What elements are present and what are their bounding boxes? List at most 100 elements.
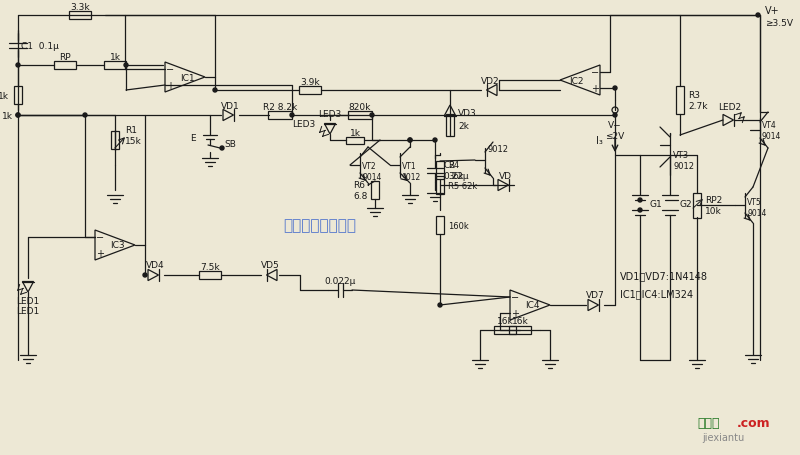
Circle shape <box>613 114 617 118</box>
Bar <box>268 112 292 120</box>
Text: +: + <box>591 84 599 94</box>
Circle shape <box>16 114 20 118</box>
Text: R1
15k: R1 15k <box>125 126 142 146</box>
Bar <box>436 217 444 234</box>
Text: VT2
9014: VT2 9014 <box>362 162 382 181</box>
Bar <box>436 162 444 180</box>
Text: IC1～IC4:LM324: IC1～IC4:LM324 <box>620 288 693 298</box>
Bar <box>14 87 22 105</box>
Text: VT5
9014: VT5 9014 <box>747 198 766 217</box>
Circle shape <box>220 147 224 151</box>
Bar <box>348 112 372 120</box>
Text: 9012: 9012 <box>487 144 508 153</box>
Text: VT3
9012: VT3 9012 <box>673 151 694 170</box>
Text: −: − <box>511 293 519 302</box>
Text: 1k: 1k <box>110 52 121 61</box>
Text: 1k: 1k <box>2 111 13 120</box>
Text: −: − <box>166 65 174 75</box>
Bar <box>494 326 516 334</box>
Text: 3.9k: 3.9k <box>300 77 320 86</box>
Text: RP2
10k: RP2 10k <box>705 196 722 215</box>
Text: VD5: VD5 <box>261 261 279 270</box>
Circle shape <box>438 303 442 307</box>
Text: −: − <box>96 233 104 243</box>
Text: VD1: VD1 <box>221 101 239 110</box>
Circle shape <box>613 87 617 91</box>
Bar <box>436 177 444 195</box>
Text: 16k: 16k <box>497 317 514 326</box>
Text: RP: RP <box>59 52 71 61</box>
Text: VT1
9012: VT1 9012 <box>402 162 422 181</box>
Text: R3
2.7k: R3 2.7k <box>688 91 707 111</box>
Circle shape <box>290 114 294 118</box>
Bar <box>111 131 119 150</box>
Text: C2
0.22μ: C2 0.22μ <box>443 161 469 180</box>
Text: IC1: IC1 <box>180 73 194 82</box>
Text: V+: V+ <box>765 6 780 16</box>
Text: G2: G2 <box>680 199 693 208</box>
Circle shape <box>408 139 412 143</box>
Text: ≥3.5V: ≥3.5V <box>765 19 793 27</box>
Text: LED3: LED3 <box>292 119 315 128</box>
Text: G1: G1 <box>650 199 662 208</box>
Text: I₃: I₃ <box>596 136 603 146</box>
Text: 2k: 2k <box>458 121 469 130</box>
Circle shape <box>124 64 128 68</box>
Text: R4
36k: R4 36k <box>448 161 464 180</box>
Circle shape <box>408 139 412 143</box>
Bar <box>446 115 454 136</box>
Text: 3.3k: 3.3k <box>70 2 90 11</box>
Text: VD7: VD7 <box>586 291 604 300</box>
Circle shape <box>143 273 147 278</box>
Text: 1k: 1k <box>0 91 9 100</box>
Bar <box>104 62 126 70</box>
Bar <box>509 326 531 334</box>
Text: VD1～VD7:1N4148: VD1～VD7:1N4148 <box>620 270 708 280</box>
Bar <box>199 271 221 279</box>
Text: −: − <box>591 68 599 78</box>
Circle shape <box>433 139 437 143</box>
Text: LED2: LED2 <box>718 102 742 111</box>
Text: 1k: 1k <box>350 128 361 137</box>
Bar <box>54 62 76 70</box>
Text: LED1: LED1 <box>16 306 40 315</box>
Text: R6
6.8: R6 6.8 <box>353 181 367 200</box>
Text: VD: VD <box>498 171 511 180</box>
Text: 160k: 160k <box>448 221 469 230</box>
Circle shape <box>638 208 642 212</box>
Text: 杭州烁睽电子公司: 杭州烁睽电子公司 <box>283 218 357 233</box>
Text: C1  0.1μ: C1 0.1μ <box>21 41 59 51</box>
Bar <box>371 182 379 200</box>
Text: V−
≤2V: V− ≤2V <box>606 121 625 141</box>
Text: LED3: LED3 <box>318 109 342 118</box>
Bar <box>299 87 321 95</box>
Circle shape <box>213 89 217 93</box>
Text: E: E <box>190 133 196 142</box>
Circle shape <box>370 114 374 118</box>
Text: +: + <box>511 308 519 318</box>
Circle shape <box>16 64 20 68</box>
Text: +: + <box>96 248 104 258</box>
Text: IC3: IC3 <box>110 241 124 250</box>
Circle shape <box>83 114 87 118</box>
Bar <box>676 87 684 115</box>
Text: LED1: LED1 <box>16 297 40 306</box>
Text: 接线图: 接线图 <box>697 417 719 430</box>
Text: VD3: VD3 <box>458 108 477 117</box>
Text: SB: SB <box>224 139 236 148</box>
Text: R5 62k: R5 62k <box>448 181 478 190</box>
Bar <box>693 193 701 218</box>
Text: jiexiantu: jiexiantu <box>702 432 744 442</box>
Text: VT4
9014: VT4 9014 <box>762 121 782 141</box>
Bar <box>346 137 364 144</box>
Bar <box>69 12 91 20</box>
Text: +: + <box>166 81 174 91</box>
Text: IC2: IC2 <box>569 76 583 86</box>
Text: 820k: 820k <box>349 102 371 111</box>
Text: IC4: IC4 <box>525 301 539 310</box>
Text: 0.022μ: 0.022μ <box>324 276 356 285</box>
Circle shape <box>756 14 760 18</box>
Circle shape <box>638 198 642 202</box>
Text: 7.5k: 7.5k <box>200 262 220 271</box>
Text: 16k: 16k <box>512 317 528 326</box>
